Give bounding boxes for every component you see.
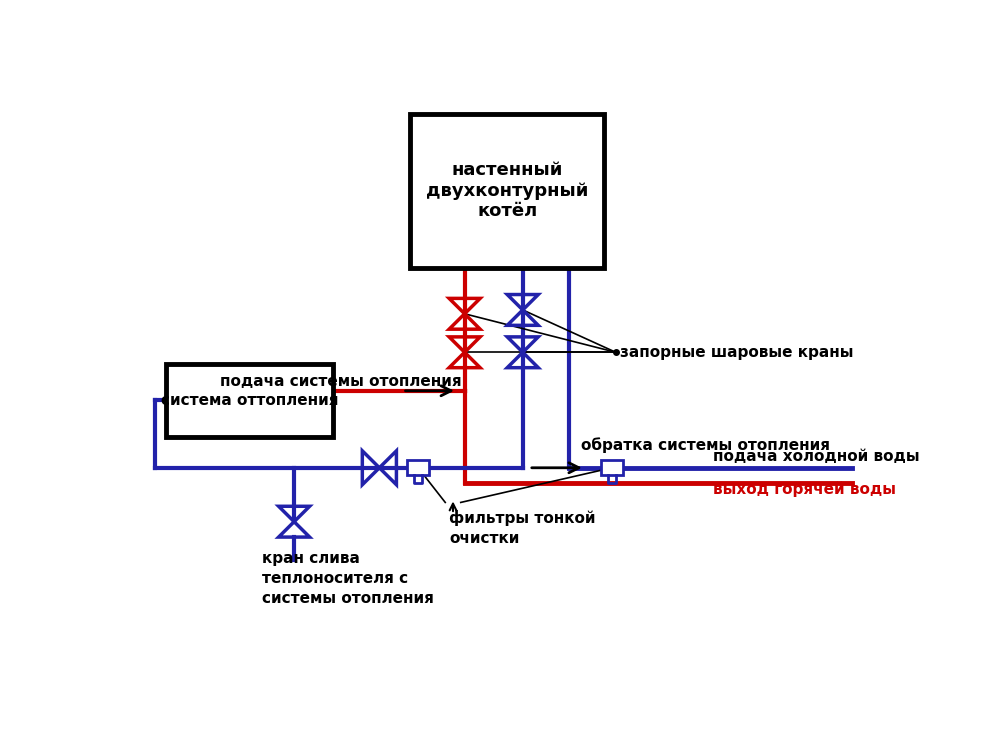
Text: подача холодной воды: подача холодной воды (713, 449, 919, 464)
Text: обратка системы отопления: обратка системы отопления (581, 437, 830, 452)
Text: фильтры тонкой
очистки: фильтры тонкой очистки (449, 510, 595, 546)
Bar (166, 364, 333, 437)
Bar (601, 460, 623, 476)
Text: кран слива
теплоносителя с
системы отопления: кран слива теплоносителя с системы отопл… (261, 551, 433, 605)
Text: запорные шаровые краны: запорные шаровые краны (620, 345, 854, 360)
Bar (407, 460, 429, 476)
Bar (410, 114, 604, 268)
Text: система оттопления: система оттопления (161, 393, 338, 408)
Text: выход горячей воды: выход горячей воды (713, 482, 896, 497)
Text: подача системы отопления: подача системы отопления (221, 374, 462, 389)
Text: настенный
двухконтурный
котёл: настенный двухконтурный котёл (426, 161, 588, 220)
